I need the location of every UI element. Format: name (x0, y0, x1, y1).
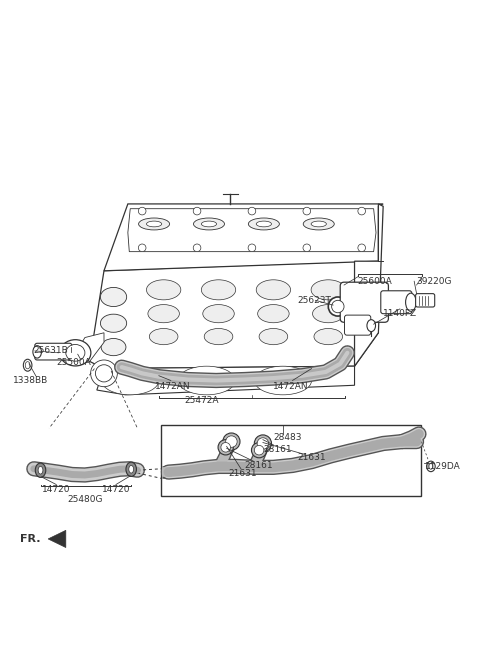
Ellipse shape (256, 221, 272, 227)
Ellipse shape (149, 329, 178, 344)
Ellipse shape (126, 462, 136, 476)
Ellipse shape (248, 218, 279, 230)
Ellipse shape (24, 359, 32, 371)
Ellipse shape (60, 340, 91, 366)
Ellipse shape (406, 293, 416, 312)
Ellipse shape (311, 280, 346, 300)
Text: 25480G: 25480G (67, 495, 103, 504)
FancyBboxPatch shape (345, 315, 371, 335)
Circle shape (223, 433, 240, 450)
Polygon shape (48, 530, 66, 548)
Ellipse shape (311, 221, 326, 227)
Text: 28161: 28161 (263, 445, 291, 454)
Ellipse shape (178, 366, 235, 395)
FancyBboxPatch shape (416, 294, 435, 307)
Ellipse shape (146, 221, 162, 227)
Text: 1338BB: 1338BB (13, 376, 48, 385)
Ellipse shape (303, 218, 334, 230)
Text: 25500A: 25500A (56, 358, 91, 367)
Ellipse shape (314, 329, 343, 344)
Text: 25472A: 25472A (185, 396, 219, 405)
Ellipse shape (100, 287, 127, 306)
Circle shape (193, 207, 201, 215)
Ellipse shape (38, 466, 43, 474)
Ellipse shape (148, 304, 180, 323)
Circle shape (248, 244, 256, 252)
Ellipse shape (312, 304, 344, 323)
Ellipse shape (102, 366, 159, 395)
Polygon shape (128, 209, 376, 252)
Ellipse shape (146, 280, 181, 300)
Circle shape (221, 443, 230, 452)
Ellipse shape (201, 280, 236, 300)
Ellipse shape (429, 464, 433, 469)
Ellipse shape (204, 329, 233, 344)
Polygon shape (90, 261, 378, 369)
Ellipse shape (254, 366, 312, 395)
Ellipse shape (33, 346, 41, 358)
Text: 1140FZ: 1140FZ (383, 309, 417, 318)
Circle shape (358, 207, 365, 215)
Text: 14720: 14720 (102, 485, 130, 494)
Circle shape (303, 244, 311, 252)
Ellipse shape (367, 319, 375, 331)
Text: 25600A: 25600A (357, 277, 392, 286)
Text: 21631: 21631 (228, 469, 257, 478)
Ellipse shape (66, 344, 85, 361)
Polygon shape (104, 204, 383, 271)
Circle shape (254, 435, 272, 452)
Circle shape (138, 207, 146, 215)
FancyBboxPatch shape (35, 343, 72, 360)
Text: 28483: 28483 (274, 433, 302, 442)
Ellipse shape (193, 218, 225, 230)
Ellipse shape (201, 221, 216, 227)
Ellipse shape (35, 463, 46, 478)
Text: 21631: 21631 (297, 453, 326, 462)
Text: 1472AN: 1472AN (274, 382, 309, 391)
Circle shape (252, 443, 267, 458)
Ellipse shape (139, 218, 169, 230)
FancyBboxPatch shape (340, 282, 388, 322)
Polygon shape (355, 204, 383, 366)
Circle shape (254, 445, 264, 455)
Circle shape (328, 297, 348, 316)
Ellipse shape (427, 461, 435, 472)
Circle shape (138, 244, 146, 252)
Text: FR.: FR. (21, 534, 41, 544)
Polygon shape (97, 366, 355, 395)
Ellipse shape (258, 304, 289, 323)
Circle shape (193, 244, 201, 252)
FancyBboxPatch shape (381, 291, 412, 314)
Text: 14720: 14720 (42, 485, 71, 494)
Text: 39220G: 39220G (417, 277, 452, 286)
Bar (161, 425, 421, 496)
Ellipse shape (100, 314, 127, 333)
Circle shape (248, 207, 256, 215)
Ellipse shape (259, 329, 288, 344)
Circle shape (257, 438, 269, 449)
Circle shape (218, 440, 233, 455)
Text: 28161: 28161 (245, 461, 274, 470)
Circle shape (226, 436, 237, 447)
Circle shape (332, 300, 344, 313)
Text: 1129DA: 1129DA (425, 462, 461, 471)
Circle shape (303, 207, 311, 215)
Text: 1472AN: 1472AN (155, 382, 191, 391)
Ellipse shape (256, 280, 290, 300)
Ellipse shape (101, 338, 126, 356)
Ellipse shape (203, 304, 234, 323)
Text: 25623T: 25623T (297, 296, 331, 305)
Polygon shape (78, 333, 104, 361)
Circle shape (96, 365, 113, 382)
Circle shape (91, 360, 117, 386)
Ellipse shape (25, 361, 30, 369)
Circle shape (358, 244, 365, 252)
Ellipse shape (129, 466, 133, 473)
Text: 25631B: 25631B (34, 346, 69, 356)
